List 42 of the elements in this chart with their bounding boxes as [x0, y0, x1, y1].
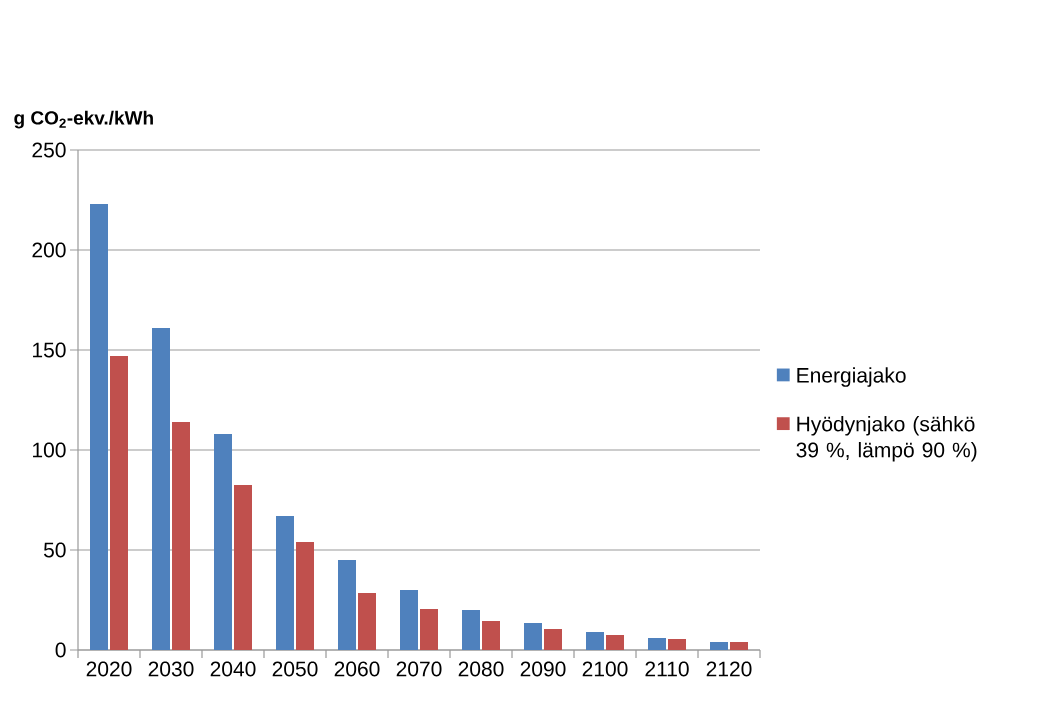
bar [234, 485, 252, 650]
x-tick-label: 2070 [396, 661, 442, 677]
bar [730, 642, 749, 650]
bar [482, 621, 500, 650]
x-tick-label: 2040 [210, 661, 256, 677]
y-tick-label: 150 [33, 342, 66, 358]
x-tick-label: 2050 [272, 661, 318, 677]
x-tick-label: 2080 [458, 661, 504, 677]
bar [420, 609, 438, 650]
x-tick-label: 2060 [334, 661, 380, 677]
bar [648, 638, 667, 650]
y-tick-label: 200 [32, 242, 66, 258]
bar [710, 642, 729, 650]
bar [668, 639, 687, 650]
bar [586, 632, 604, 650]
y-axis-title: g CO$_{2}$-ekv./kWh [14, 110, 153, 129]
x-tick-label: 2020 [86, 661, 132, 677]
bar [110, 356, 128, 650]
x-tick-label: 2100 [582, 661, 628, 677]
bar [544, 629, 562, 650]
bar [152, 328, 170, 650]
bar [296, 542, 314, 650]
bar [462, 610, 480, 650]
y-tick-label: 50 [43, 542, 66, 558]
y-tick-label: 0 [55, 642, 66, 658]
bar [400, 590, 418, 650]
y-tick-label: 250 [32, 142, 66, 158]
bar [276, 516, 294, 650]
y-tick-label: 100 [33, 442, 66, 458]
bar [172, 422, 190, 650]
x-tick-label: 2120 [706, 661, 752, 677]
bar [90, 204, 108, 650]
x-tick-label: 2110 [645, 661, 689, 677]
bar [338, 560, 356, 650]
x-tick-label: 2090 [520, 661, 566, 677]
bar [524, 623, 542, 650]
legend-label: Hyödynjako (sähkö 39 %, lämpö 90 %) [796, 416, 977, 462]
legend-label: Energiajako [797, 367, 906, 387]
bar [358, 593, 376, 650]
bar [606, 635, 624, 650]
x-tick-label: 2030 [148, 661, 194, 677]
bar [214, 434, 232, 650]
